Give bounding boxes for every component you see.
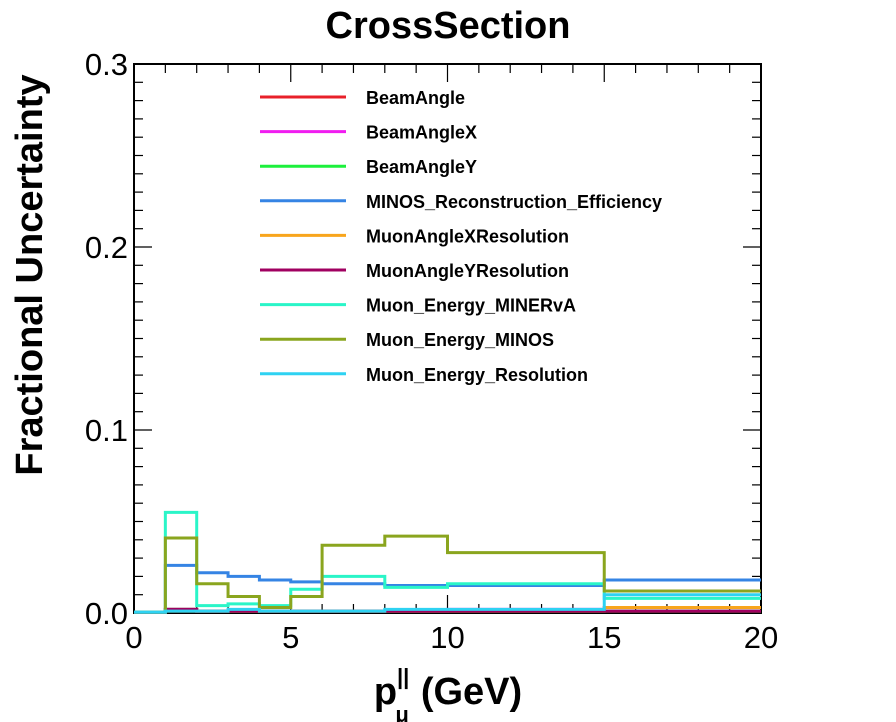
series-line [134,534,761,614]
x-axis-label-main: p [374,671,397,713]
y-axis-label: Fractional Uncertainty [9,74,51,475]
x-axis-ticks: 0 5 10 15 20 [125,64,778,655]
x-axis-label-sub: μ [395,702,408,722]
legend-entry: MINOS_Reconstruction_Efficiency [366,192,662,212]
y-tick-label: 0.1 [85,413,128,448]
legend-entry: BeamAngle [366,88,465,108]
legend-entry: MuonAngleYResolution [366,261,569,281]
x-axis-label-sup: || [397,664,409,689]
legend-entry: BeamAngleY [366,157,477,177]
svg-text:p||μ(GeV): p|| μ (GeV) [374,664,522,722]
y-axis-ticks: 0.0 0.1 0.2 0.3 [85,47,761,631]
x-axis-label: p|| μ (GeV) [374,664,522,722]
x-axis-label-units: (GeV) [421,671,522,713]
legend: BeamAngle BeamAngleX BeamAngleY MINOS_Recon… [260,88,662,385]
x-tick-label: 20 [744,620,778,655]
x-tick-label: 15 [587,620,621,655]
legend-entry: BeamAngleX [366,123,477,143]
data-series [134,510,761,614]
legend-entry: Muon_Energy_MINOS [366,330,554,350]
legend-entry: MuonAngleXResolution [366,226,569,246]
legend-entry: Muon_Energy_MINERvA [366,296,576,316]
x-tick-label: 0 [125,620,142,655]
x-tick-label: 10 [430,620,464,655]
legend-entry: Muon_Energy_Resolution [366,365,588,385]
y-tick-label: 0.3 [85,47,128,82]
x-tick-label: 5 [282,620,299,655]
series-line [134,593,761,614]
y-tick-label: 0.2 [85,230,128,265]
y-tick-label: 0.0 [85,596,128,631]
chart-title: CrossSection [326,5,571,47]
